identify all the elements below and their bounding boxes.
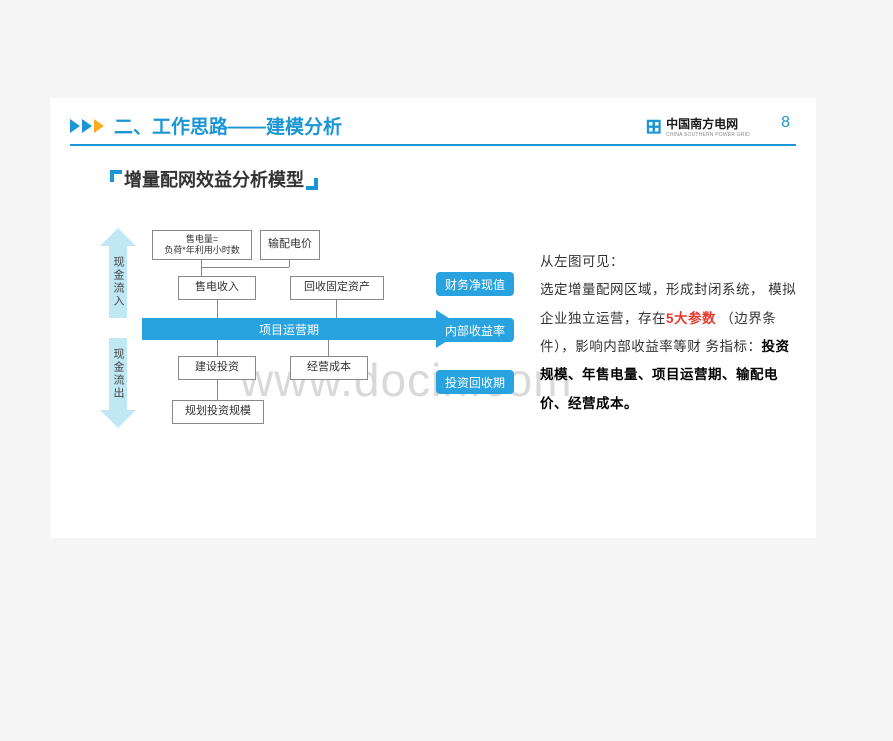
project-period-label: 项目运营期 (259, 321, 319, 338)
para-4a: 务指标： (706, 339, 762, 354)
page-number: 8 (781, 114, 790, 132)
brand-logo: ⊞ 中国南方电网 CHINA SOUTHERN POWER GRID (645, 114, 750, 139)
bracket-tl-icon (110, 170, 122, 182)
vertical-cashflow-arrow: 现金流入 现金流出 (100, 228, 136, 428)
badge-irr: 内部收益率 (436, 318, 514, 342)
connector (328, 340, 329, 356)
box-asset-recovery: 回收固定资产 (290, 276, 384, 300)
page: 二、工作思路——建模分析 ⊞ 中国南方电网 CHINA SOUTHERN POW… (0, 20, 893, 721)
cash-in-label: 现金流入 (109, 246, 127, 318)
diagram: 现金流入 现金流出 售电量= 负荷*年利用小时数 输配电价 售电收入 回收固定资… (100, 228, 520, 428)
cash-out-label: 现金流出 (109, 338, 127, 410)
box-sales-volume: 售电量= 负荷*年利用小时数 (152, 230, 252, 260)
bracket-br-icon (306, 178, 318, 190)
box-tariff: 输配电价 (260, 230, 320, 260)
logo-subtext: CHINA SOUTHERN POWER GRID (666, 132, 750, 138)
para-1a: 选定增量配网区域，形成封闭系统， (540, 282, 764, 297)
badge-payback: 投资回收期 (436, 370, 514, 394)
logo-text: 中国南方电网 (666, 115, 750, 132)
project-period-arrow: 项目运营期 (142, 318, 436, 340)
logo-mark-icon: ⊞ (645, 114, 662, 139)
para-lead: 从左图可见： (540, 248, 800, 276)
connector (217, 340, 218, 356)
arrow-up-icon (100, 228, 136, 246)
connector (336, 300, 337, 318)
connector (289, 260, 290, 267)
badge-npv: 财务净现值 (436, 272, 514, 296)
arrow-down-icon (100, 410, 136, 428)
header-title: 二、工作思路——建模分析 (114, 112, 342, 139)
box-sales-revenue: 售电收入 (178, 276, 256, 300)
connector (217, 300, 218, 318)
header: 二、工作思路——建模分析 (70, 112, 342, 139)
para-red: 5大参数 (666, 311, 716, 326)
connector (217, 380, 218, 400)
box-construction-invest: 建设投资 (178, 356, 256, 380)
slide: 二、工作思路——建模分析 ⊞ 中国南方电网 CHINA SOUTHERN POW… (50, 98, 816, 538)
header-rule (70, 144, 796, 146)
box-operating-cost: 经营成本 (290, 356, 368, 380)
chevron-icon (70, 119, 104, 133)
connector (201, 260, 202, 276)
connector (201, 267, 289, 268)
box-planned-invest: 规划投资规模 (172, 400, 264, 424)
subtitle: 增量配网效益分析模型 (124, 166, 304, 192)
subtitle-wrap: 增量配网效益分析模型 (110, 166, 318, 192)
explanation-text: 从左图可见： 选定增量配网区域，形成封闭系统， 模拟企业独立运营，存在5大参数 … (540, 248, 800, 418)
